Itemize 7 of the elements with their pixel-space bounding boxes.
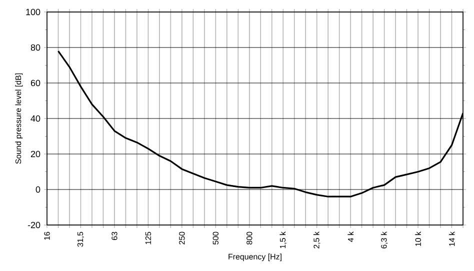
y-tick-label: -20 <box>28 222 40 228</box>
y-tick-label: 0 <box>36 186 40 193</box>
y-tick-label: 60 <box>30 80 40 86</box>
y-tick-label: 100 <box>26 8 40 16</box>
y-tick-label: 40 <box>30 115 40 122</box>
y-tick-label: 20 <box>30 150 40 158</box>
y-tick-label: 80 <box>30 44 40 51</box>
